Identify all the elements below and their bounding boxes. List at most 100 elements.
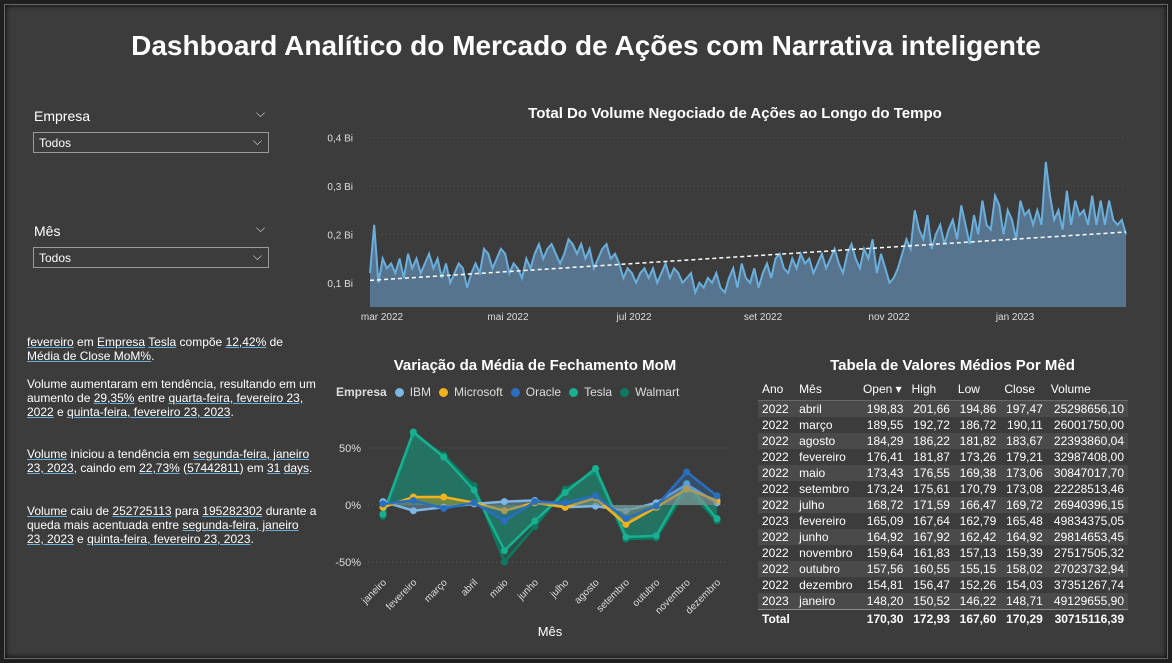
table-cell: 148,71 bbox=[1000, 593, 1047, 610]
table-cell: 181,82 bbox=[953, 433, 1001, 449]
table-row: 2022 julho 168,72 171,59 166,47 169,72 2694039… bbox=[758, 497, 1128, 513]
table-row: 2022 setembro 173,24 175,61 170,79 173,08 2222… bbox=[758, 481, 1128, 497]
y-tick-label: 0,1 Bi bbox=[327, 279, 353, 290]
table-cell: 197,47 bbox=[1000, 400, 1047, 417]
total-cell: 170,29 bbox=[1000, 609, 1047, 628]
total-cell: 167,60 bbox=[953, 609, 1001, 628]
empresa-slicer-label: Empresa bbox=[34, 108, 91, 124]
x-tick-label: jul 2022 bbox=[615, 312, 651, 323]
mes-collapse-chevron-icon[interactable]: ⌵ bbox=[256, 221, 266, 235]
table-row: 2022 outubro 157,56 160,55 155,15 158,02 27023… bbox=[758, 561, 1128, 577]
narrative-paragraph-2: Volume aumentaram em tendência, resultan… bbox=[27, 377, 317, 419]
chevron-down-icon: ⌵ bbox=[252, 134, 262, 148]
table-cell: 168,72 bbox=[858, 497, 908, 513]
table-row: 2023 janeiro 148,20 150,52 146,22 148,71 49129… bbox=[758, 593, 1128, 610]
table-cell: 2022 bbox=[762, 418, 789, 432]
table-cell: 157,13 bbox=[959, 546, 997, 560]
narrative-highlight: 31 bbox=[266, 461, 281, 475]
volume-series-line bbox=[369, 161, 1127, 296]
table-cell: 2022 bbox=[758, 529, 796, 545]
column-header[interactable]: High bbox=[907, 378, 954, 401]
empresa-collapse-chevron-icon[interactable]: ⌵ bbox=[256, 106, 266, 120]
narrative-text: para bbox=[171, 504, 203, 518]
table-cell: 173,24 bbox=[866, 482, 904, 496]
table-cell: 37351267,74 bbox=[1053, 578, 1124, 592]
table-cell: 184,29 bbox=[858, 433, 908, 449]
table-cell: 198,83 bbox=[858, 400, 908, 417]
table-cell: 190,11 bbox=[1006, 418, 1043, 432]
table-cell: 22228513,46 bbox=[1053, 482, 1124, 496]
table-cell: 2023 bbox=[758, 593, 796, 610]
mom-chart-title: Variação da Média de Fechamento MoM bbox=[393, 357, 677, 374]
narrative-paragraph-3: Volume iniciou a tendência em segunda-fe… bbox=[27, 447, 317, 475]
table-cell: 2022 bbox=[758, 497, 796, 513]
narrative-text: . bbox=[151, 349, 155, 363]
narrative-text: entre bbox=[134, 391, 169, 405]
table-cell: 2022 bbox=[762, 578, 789, 592]
table-cell: 176,41 bbox=[866, 450, 904, 464]
table-cell: 2022 bbox=[758, 433, 796, 449]
table-cell: 158,02 bbox=[1000, 561, 1047, 577]
narrative-text: de bbox=[266, 335, 283, 349]
y-tick-label: 0,4 Bi bbox=[327, 134, 353, 145]
legend-item: Microsoft bbox=[454, 385, 503, 399]
narrative-text: em bbox=[73, 335, 98, 349]
table-cell: junho bbox=[795, 529, 859, 545]
table-cell: 159,39 bbox=[1006, 546, 1043, 560]
narrative-highlight: fevereiro bbox=[27, 335, 74, 349]
narrative-highlight: Média de Close MoM% bbox=[27, 349, 152, 363]
narrative-text: durante a queda mais acentuada entre bbox=[27, 504, 317, 532]
table-cell: 181,87 bbox=[913, 450, 950, 464]
column-header[interactable]: Volume bbox=[1046, 378, 1128, 401]
table-cell: 32987408,00 bbox=[1053, 450, 1124, 464]
table-cell: 155,15 bbox=[953, 561, 1001, 577]
column-header[interactable]: Low bbox=[953, 378, 1001, 401]
narrative-highlight: segunda-feira, janeiro 23, 2023 bbox=[27, 447, 310, 475]
table-cell: janeiro bbox=[795, 593, 859, 610]
table-cell: 189,55 bbox=[866, 418, 904, 432]
table-cell: 159,64 bbox=[866, 546, 904, 560]
page-title: Dashboard Analítico do Mercado de Ações … bbox=[131, 30, 1041, 61]
narrative-text: . bbox=[250, 532, 254, 546]
mes-dropdown[interactable]: Todos ⌵ bbox=[33, 247, 269, 268]
narrative-text: . bbox=[309, 461, 313, 475]
table-cell: 29814653,45 bbox=[1046, 529, 1128, 545]
table-cell: 165,09 bbox=[866, 514, 904, 528]
table-cell: 170,79 bbox=[959, 482, 997, 496]
legend-item: IBM bbox=[409, 385, 432, 399]
mom-chart-legend: Empresa IBM Microsoft Oracle Tesla Walmart bbox=[336, 385, 679, 399]
table-cell: julho bbox=[795, 497, 859, 513]
table-cell: 161,83 bbox=[913, 546, 950, 560]
table-cell: 175,61 bbox=[913, 482, 950, 496]
table-row: 2022 dezembro 154,81 156,47 152,26 154,03 3735… bbox=[758, 577, 1128, 593]
column-header[interactable]: Close bbox=[1000, 378, 1047, 401]
total-cell: Total bbox=[758, 609, 796, 628]
narrative-text: compõe bbox=[176, 335, 226, 349]
narrative-highlight: 29,35% bbox=[93, 391, 135, 405]
column-header[interactable]: Mês bbox=[795, 378, 859, 401]
table-row: 2022 maio 173,43 176,55 169,38 173,06 30847017… bbox=[758, 465, 1128, 481]
table-cell: 167,64 bbox=[913, 514, 950, 528]
mes-slicer-label: Mês bbox=[34, 223, 61, 239]
table-cell: dezembro bbox=[799, 578, 853, 592]
empresa-dropdown[interactable]: Todos ⌵ bbox=[33, 132, 269, 153]
table-cell: 160,55 bbox=[907, 561, 954, 577]
table-cell: 150,52 bbox=[907, 593, 954, 610]
column-header[interactable]: Open ▾ bbox=[858, 378, 908, 401]
total-cell: 170,30 bbox=[858, 609, 908, 628]
table-cell: 173,43 bbox=[858, 465, 908, 481]
table-cell: abril bbox=[795, 400, 859, 417]
table-row: 2022 março 189,55 192,72 186,72 190,11 2600175… bbox=[758, 417, 1128, 433]
legend-item: Oracle bbox=[525, 385, 562, 399]
table-cell: 171,59 bbox=[907, 497, 954, 513]
table-cell: 2022 bbox=[762, 482, 789, 496]
narrative-text: iniciou a tendência em bbox=[67, 447, 194, 461]
x-tick-label: mai 2022 bbox=[487, 312, 529, 323]
total-cell: 30715116,39 bbox=[1046, 609, 1128, 628]
total-cell: 172,93 bbox=[907, 609, 954, 628]
narrative-highlight: days bbox=[283, 461, 310, 475]
table-cell: 186,72 bbox=[959, 418, 997, 432]
column-header[interactable]: Ano bbox=[758, 378, 796, 401]
table-cell: 169,72 bbox=[1000, 497, 1047, 513]
